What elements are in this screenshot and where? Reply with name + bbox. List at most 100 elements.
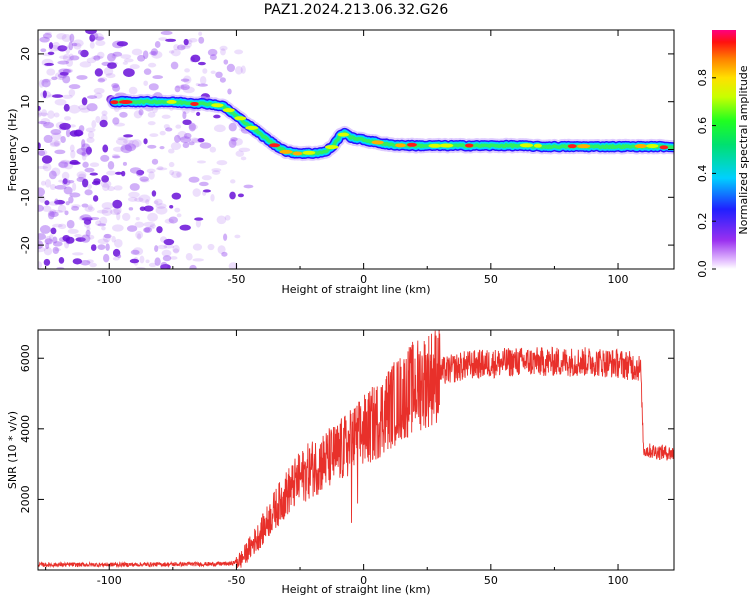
- spectrogram-noise-blob: [161, 249, 172, 257]
- spectrogram-noise-blob: [168, 216, 178, 224]
- spectrogram-noise-blob: [116, 212, 121, 221]
- spectrogram-noise-blob: [182, 111, 187, 120]
- spectrogram-noise-blob: [213, 114, 221, 119]
- spectrogram-noise-blob: [134, 221, 145, 228]
- spectrogram-noise-blob: [235, 150, 245, 157]
- ridge-hotspot: [439, 143, 454, 148]
- spectrogram-noise-blob: [69, 130, 80, 137]
- spectrogram-noise-blob: [76, 147, 89, 155]
- spectrogram-noise-blob: [57, 204, 67, 213]
- spectrogram-noise-blob: [38, 233, 47, 241]
- spectrogram-noise-blob: [190, 54, 201, 63]
- spectrogram-noise-blob: [75, 237, 86, 242]
- ridge-hotspot: [337, 132, 350, 137]
- spectrogram-noise-blob: [130, 249, 140, 255]
- spectrogram-noise-blob: [44, 235, 52, 244]
- spectrogram-noise-blob: [112, 155, 121, 159]
- spectrogram-noise-blob: [80, 259, 91, 266]
- spectrogram-noise-blob: [112, 199, 123, 209]
- spectrogram-noise-blob: [160, 30, 173, 36]
- spectrogram-noise-blob: [147, 144, 157, 149]
- spectrogram-noise-blob: [190, 137, 199, 143]
- spectrogram-noise-blob: [82, 161, 89, 168]
- spectrogram-noise-blob: [116, 41, 128, 47]
- spectrogram-noise-blob: [99, 216, 108, 225]
- snr-border: [37, 329, 675, 571]
- spectrogram-noise-blob: [98, 77, 108, 82]
- spectrogram-noise-blob: [78, 173, 87, 181]
- spectrogram-noise-blob: [157, 244, 168, 250]
- spectrogram-noise-blob: [211, 168, 222, 172]
- spectrogram-noise-blob: [38, 187, 46, 197]
- spectrogram-noise-blob: [44, 200, 50, 206]
- spectrogram-noise-blob: [177, 130, 188, 140]
- spectrogram-noise-blob: [42, 205, 52, 212]
- spectrogram-noise-blob: [86, 150, 91, 156]
- spectrogram-noise-blob: [89, 162, 100, 168]
- spectrogram-noise-blob: [79, 107, 91, 113]
- spectrogram-noise-blob: [107, 161, 115, 170]
- spectrogram-noise-blob: [42, 90, 47, 99]
- spectrogram-noise-blob: [44, 238, 53, 245]
- colorbar-tick-label: 0.6: [696, 117, 709, 135]
- spectrogram-noise-blob: [51, 209, 63, 214]
- spectrogram-noise-blob: [86, 103, 98, 112]
- spectrogram-noise-blob: [151, 158, 159, 165]
- spectrogram-noise-blob: [58, 55, 69, 60]
- spectrogram-noise-blob: [47, 51, 55, 56]
- spectrogram-noise-blob: [223, 59, 229, 65]
- ridge-hotspot: [166, 99, 177, 104]
- spectrogram-noise-blob: [182, 119, 192, 125]
- colorbar-label: Normalized spectral amplitude: [737, 65, 750, 234]
- spectrogram-noise-blob: [89, 34, 96, 42]
- spectrogram-noise-blob: [117, 254, 122, 259]
- spectrogram-noise-blob: [198, 31, 203, 36]
- spectrogram-x-tick-label: -50: [227, 273, 245, 286]
- spectrogram-noise-blob: [202, 68, 208, 74]
- spectrogram-noise-blob: [58, 179, 64, 183]
- ridge-hotspot: [110, 100, 119, 105]
- spectrogram-noise-blob: [52, 223, 63, 228]
- spectrogram-noise-blob: [54, 199, 66, 205]
- spectrogram-noise-blob: [51, 132, 62, 141]
- ridge-hotspot: [302, 150, 316, 155]
- spectrogram-noise-blob: [189, 264, 197, 269]
- spectrogram-noise-blob: [209, 54, 217, 61]
- spectrogram-noise-blob: [85, 30, 97, 35]
- spectrogram-noise-blob: [139, 176, 149, 182]
- spectrogram-noise-blob: [195, 82, 200, 87]
- spectrogram-noise-blob: [102, 233, 111, 243]
- spectrogram-noise-blob: [79, 61, 92, 68]
- spectrogram-noise-blob: [48, 170, 57, 180]
- spectrogram-noise-blob: [93, 55, 101, 61]
- spectrogram-noise-blob: [122, 212, 131, 221]
- snr-x-ticks: -100 -50 0 50 100: [45, 330, 629, 587]
- spectrogram-noise-blob: [131, 139, 142, 148]
- colorbar-tick-label: 0.4: [696, 165, 709, 183]
- spectrogram-noise-blob: [51, 167, 61, 177]
- ridge-hotspot: [465, 143, 474, 148]
- ridge-hotspot: [269, 143, 281, 148]
- spectrogram-noise-blob: [89, 262, 97, 268]
- colorbar-gradient: [712, 30, 736, 269]
- spectrogram-noise-blob: [114, 238, 123, 248]
- spectrogram-noise-blob: [123, 139, 134, 144]
- spectrogram-noise-blob: [66, 219, 75, 229]
- spectrogram-noise-blob: [62, 178, 68, 185]
- spectrogram-noise-blob: [182, 142, 190, 149]
- spectrogram-noise-blob: [153, 200, 159, 205]
- spectrogram-noise-blob: [38, 165, 49, 170]
- spectrogram-noise-blob: [188, 124, 198, 130]
- spectrogram-noise-blob: [86, 137, 95, 143]
- spectrogram-noise-blob: [207, 243, 215, 251]
- spectrogram-noise-blob: [61, 179, 71, 186]
- spectrogram-noise-blob: [51, 76, 58, 81]
- spectrogram-noise-blob: [188, 38, 198, 43]
- spectrogram-noise-blob: [228, 262, 238, 269]
- spectrogram-noise-blob: [122, 61, 128, 65]
- spectrogram-y-label: Frequency (Hz): [6, 109, 19, 192]
- spectrogram-noise-blob: [117, 136, 129, 141]
- spectrogram-noise-blob: [240, 65, 246, 74]
- spectrogram-noise-blob: [163, 244, 175, 249]
- spectrogram-noise-blob: [41, 109, 48, 117]
